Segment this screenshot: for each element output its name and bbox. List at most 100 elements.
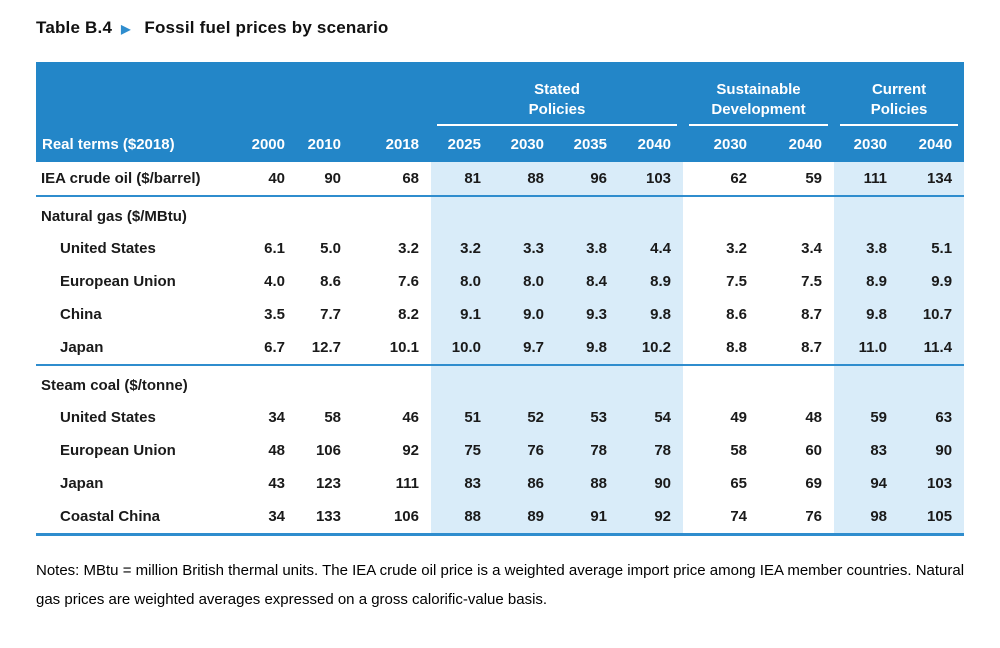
value-cell: 78 xyxy=(590,442,607,459)
row-label: United States xyxy=(60,409,156,426)
value-cell: 9.8 xyxy=(650,306,672,323)
value-cell: 98 xyxy=(834,500,900,536)
scenario-group-header: Sustainable Development xyxy=(683,62,835,126)
table-row: United States 34 58 46 51 52 53 54 49 48 59 63 xyxy=(36,401,964,434)
value-cell: 6.7 xyxy=(239,331,297,366)
value-cell: 91 xyxy=(556,500,619,536)
scenario-year-header: 2030 xyxy=(683,126,760,162)
value-cell: 89 xyxy=(493,500,556,536)
value-cell: 4.4 xyxy=(650,240,672,257)
value-cell: 83 xyxy=(464,475,481,492)
value-cell: 86 xyxy=(527,475,544,492)
value-cell: 9.3 xyxy=(586,306,607,323)
scenario-year-header: 2030 xyxy=(493,126,556,162)
value-cell: 34 xyxy=(268,409,285,426)
value-cell: 10.7 xyxy=(922,306,953,323)
value-cell: 92 xyxy=(619,500,684,536)
scenario-group-header: Current Policies xyxy=(834,62,965,126)
value-cell: 58 xyxy=(324,409,341,426)
value-cell xyxy=(834,365,899,401)
scenario-year-header: 2025 xyxy=(431,126,493,162)
scenario-group-header: Stated Policies xyxy=(431,62,684,126)
value-cell: 9.0 xyxy=(523,306,544,323)
value-cell xyxy=(759,365,834,401)
table-number: Table B.4 xyxy=(36,18,113,37)
value-cell: 8.9 xyxy=(866,273,888,290)
value-cell: 63 xyxy=(935,409,953,426)
value-cell: 8.6 xyxy=(320,273,341,290)
value-cell: 12.7 xyxy=(297,331,353,366)
value-cell: 134 xyxy=(899,162,965,197)
value-cell: 88 xyxy=(590,475,607,492)
table-body: IEA crude oil ($/barrel) 40 90 68 81 88 96 103 6… xyxy=(36,162,965,536)
value-cell: 8.2 xyxy=(398,306,419,323)
value-cell: 52 xyxy=(527,409,544,426)
value-cell: 8.0 xyxy=(460,273,481,290)
table-row: European Union 48 106 92 75 76 78 78 58 60 83 90 xyxy=(36,434,964,467)
value-cell: 9.9 xyxy=(931,273,953,290)
row-label: Japan xyxy=(36,331,239,366)
table-row: Japan 6.7 12.7 10.1 10.0 9.7 9.8 10.2 8.8 8.7 11.0… xyxy=(36,331,965,366)
value-cell: 74 xyxy=(683,500,760,536)
value-cell xyxy=(431,365,493,401)
value-cell: 11.0 xyxy=(834,331,900,366)
history-year-header: 2010 xyxy=(297,62,353,162)
arrow-icon: ▶ xyxy=(121,21,131,36)
value-cell xyxy=(899,196,964,232)
table-title: Table B.4 ▶ Fossil fuel prices by scenar… xyxy=(36,18,388,38)
scenario-group-row: Real terms ($2018) 2000 2010 2018 Stated Poli… xyxy=(36,62,965,162)
value-cell: 60 xyxy=(805,442,823,459)
value-cell: 4.0 xyxy=(264,273,285,290)
value-cell: 65 xyxy=(730,475,748,492)
table-row: Japan 43 123 111 83 86 88 90 65 69 94 103 xyxy=(36,467,964,500)
value-cell: 75 xyxy=(464,442,481,459)
value-cell: 103 xyxy=(927,475,953,492)
scenario-group-label-line: Policies xyxy=(528,100,586,118)
value-cell xyxy=(353,365,431,401)
row-label: Coastal China xyxy=(36,500,239,536)
value-cell xyxy=(353,196,431,232)
scenario-group-label-line: Current xyxy=(871,81,927,98)
value-cell: 54 xyxy=(654,409,672,426)
value-cell: 90 xyxy=(297,162,353,197)
value-cell: 88 xyxy=(431,500,493,536)
value-cell: 3.2 xyxy=(460,240,481,257)
table-row: United States 6.1 5.0 3.2 3.2 3.3 3.8 4.4 3.2 3.4… xyxy=(36,232,964,265)
year-row: 2025 2030 2035 2040 2030 2040 2030 2040 xyxy=(36,126,965,162)
value-cell: 9.1 xyxy=(460,306,481,323)
value-cell: 96 xyxy=(556,162,619,197)
fossil-fuel-prices-table: Real terms ($2018) 2000 2010 2018 Stated Poli… xyxy=(36,62,965,536)
section-header-row: Steam coal ($/tonne) xyxy=(36,365,964,401)
value-cell: 78 xyxy=(654,442,672,459)
value-cell: 105 xyxy=(899,500,965,536)
value-cell: 94 xyxy=(870,475,888,492)
value-cell xyxy=(619,196,683,232)
table-row: China 3.5 7.7 8.2 9.1 9.0 9.3 9.8 8.6 8.7 9.8 10.7 xyxy=(36,298,964,331)
scenario-year-header: 2040 xyxy=(899,126,965,162)
value-cell: 111 xyxy=(395,475,419,492)
value-cell: 106 xyxy=(315,442,341,459)
history-year-header: 2018 xyxy=(353,62,431,162)
value-cell: 43 xyxy=(268,475,285,492)
value-cell: 10.2 xyxy=(619,331,684,366)
value-cell: 9.8 xyxy=(866,306,888,323)
value-cell: 8.7 xyxy=(759,331,835,366)
row-label: United States xyxy=(60,240,156,257)
section-header-row: Natural gas ($/MBtu) xyxy=(36,196,964,232)
value-cell: 90 xyxy=(654,475,672,492)
row-label: European Union xyxy=(60,442,176,459)
value-cell: 34 xyxy=(239,500,297,536)
value-cell: 10.1 xyxy=(353,331,431,366)
value-cell: 8.6 xyxy=(726,306,748,323)
scenario-group-label-line: Policies xyxy=(870,100,928,118)
scenario-year-header: 2035 xyxy=(556,126,619,162)
scenario-group-label-line: Development xyxy=(711,100,806,118)
value-cell: 59 xyxy=(870,409,888,426)
scenario-group-label-line: Sustainable xyxy=(716,81,801,98)
scenario-year-header: 2040 xyxy=(759,126,835,162)
value-cell: 3.5 xyxy=(264,306,285,323)
table-row: European Union 4.0 8.6 7.6 8.0 8.0 8.4 8.9 7.5 7.… xyxy=(36,265,964,298)
value-cell xyxy=(493,365,556,401)
value-cell: 123 xyxy=(315,475,341,492)
value-cell xyxy=(556,365,619,401)
